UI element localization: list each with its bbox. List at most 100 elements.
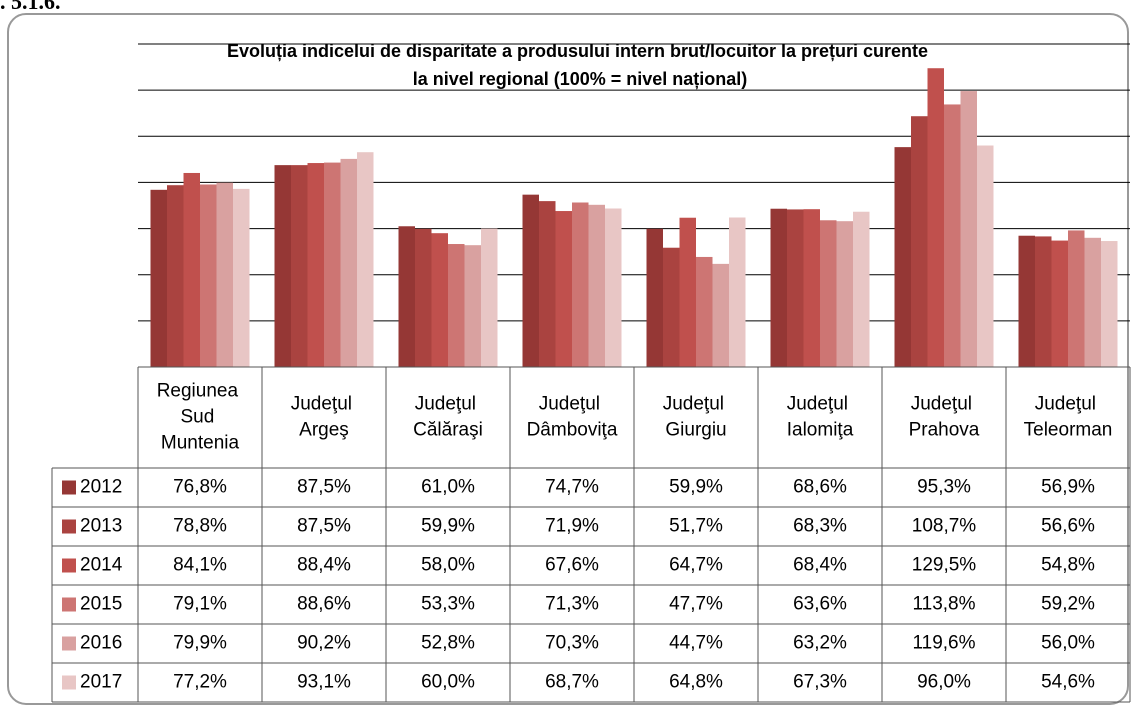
bar <box>770 208 787 367</box>
legend-label: 2013 <box>80 516 122 537</box>
caption: . 5.1.6. <box>0 0 61 14</box>
data-label: 88,6% <box>297 594 351 615</box>
bar <box>464 245 481 367</box>
data-label: 47,7% <box>669 594 723 615</box>
data-label: 74,7% <box>545 477 599 498</box>
data-label: 52,8% <box>421 633 475 654</box>
data-label: 60,0% <box>421 672 475 693</box>
data-label: 56,6% <box>1041 516 1095 537</box>
data-label: 68,6% <box>793 477 847 498</box>
legend-swatch <box>62 675 76 690</box>
data-label: 56,0% <box>1041 633 1095 654</box>
bar <box>431 233 448 367</box>
bar <box>820 220 837 367</box>
bar <box>291 165 308 367</box>
bar <box>803 209 820 367</box>
data-label: 67,6% <box>545 555 599 576</box>
data-label: 70,3% <box>545 633 599 654</box>
bar <box>646 228 663 367</box>
x-tick-label: Regiunea Sud Muntenia <box>157 381 244 454</box>
data-label: 84,1% <box>173 555 227 576</box>
data-label: 61,0% <box>421 477 475 498</box>
bar <box>605 208 622 367</box>
bar <box>307 163 324 367</box>
data-label: 53,3% <box>421 594 475 615</box>
data-label: 79,1% <box>173 594 227 615</box>
bar <box>183 172 200 367</box>
bar <box>200 184 217 367</box>
bar <box>787 209 804 367</box>
bar <box>357 152 374 367</box>
data-label: 58,0% <box>421 555 475 576</box>
data-label: 129,5% <box>912 555 977 576</box>
data-label: 95,3% <box>917 477 971 498</box>
data-label: 87,5% <box>297 516 351 537</box>
bar <box>555 211 572 367</box>
bar <box>960 91 977 368</box>
data-label: 93,1% <box>297 672 351 693</box>
x-tick-label: Judeţul Ialomiţa <box>787 394 854 441</box>
bar <box>216 182 233 367</box>
legend-label: 2012 <box>80 477 122 498</box>
bar <box>894 147 911 367</box>
bar <box>572 202 589 367</box>
x-tick-label: Judeţul Argeş <box>291 394 358 441</box>
data-label: 54,6% <box>1041 672 1095 693</box>
bar <box>274 165 291 367</box>
legend-swatch <box>62 597 76 612</box>
bar <box>539 201 556 367</box>
legend-swatch <box>62 480 76 495</box>
x-tick-label: Judeţul Dâmboviţa <box>527 394 618 441</box>
data-label: 71,9% <box>545 516 599 537</box>
bar <box>588 204 605 367</box>
bar <box>1068 230 1085 367</box>
data-label: 68,7% <box>545 672 599 693</box>
x-tick-label: Judeţul Teleorman <box>1024 394 1113 441</box>
data-label: 54,8% <box>1041 555 1095 576</box>
data-label: 78,8% <box>173 516 227 537</box>
bar <box>696 256 713 367</box>
x-tick-label: Judeţul Călăraşi <box>413 394 483 441</box>
bar <box>150 189 167 367</box>
bar <box>944 104 961 367</box>
data-label: 108,7% <box>912 516 977 537</box>
chart-title: Evoluția indicelui de disparitate a prod… <box>227 41 933 89</box>
data-label: 68,4% <box>793 555 847 576</box>
bar <box>1051 240 1068 367</box>
data-label: 88,4% <box>297 555 351 576</box>
data-label: 51,7% <box>669 516 723 537</box>
bar <box>927 68 944 367</box>
data-label: 87,5% <box>297 477 351 498</box>
data-label: 71,3% <box>545 594 599 615</box>
data-label: 119,6% <box>912 633 975 654</box>
data-label: 96,0% <box>917 672 971 693</box>
bar <box>977 145 994 367</box>
bar <box>911 116 928 368</box>
data-label: 68,3% <box>793 516 847 537</box>
frame <box>7 13 1129 705</box>
data-label: 79,9% <box>173 633 227 654</box>
data-label: 63,6% <box>793 594 847 615</box>
bar <box>729 217 746 367</box>
legend-label: 2015 <box>80 594 122 615</box>
x-tick-label: Judeţul Giurgiu <box>663 394 730 441</box>
data-label: 113,8% <box>912 594 975 615</box>
bar <box>679 217 696 367</box>
data-label: 59,2% <box>1041 594 1095 615</box>
bar <box>853 211 870 367</box>
legend-label: 2014 <box>80 555 123 576</box>
bar <box>712 263 729 367</box>
data-label: 64,8% <box>669 672 723 693</box>
bar <box>1101 241 1118 367</box>
bar <box>663 247 680 367</box>
data-label: 90,2% <box>297 633 351 654</box>
bar <box>233 188 250 367</box>
legend-swatch <box>62 558 76 573</box>
data-label: 76,8% <box>173 477 227 498</box>
bar <box>836 221 853 367</box>
bar <box>415 228 432 367</box>
bar <box>167 185 184 367</box>
data-label: 64,7% <box>669 555 723 576</box>
bar <box>1018 235 1035 367</box>
